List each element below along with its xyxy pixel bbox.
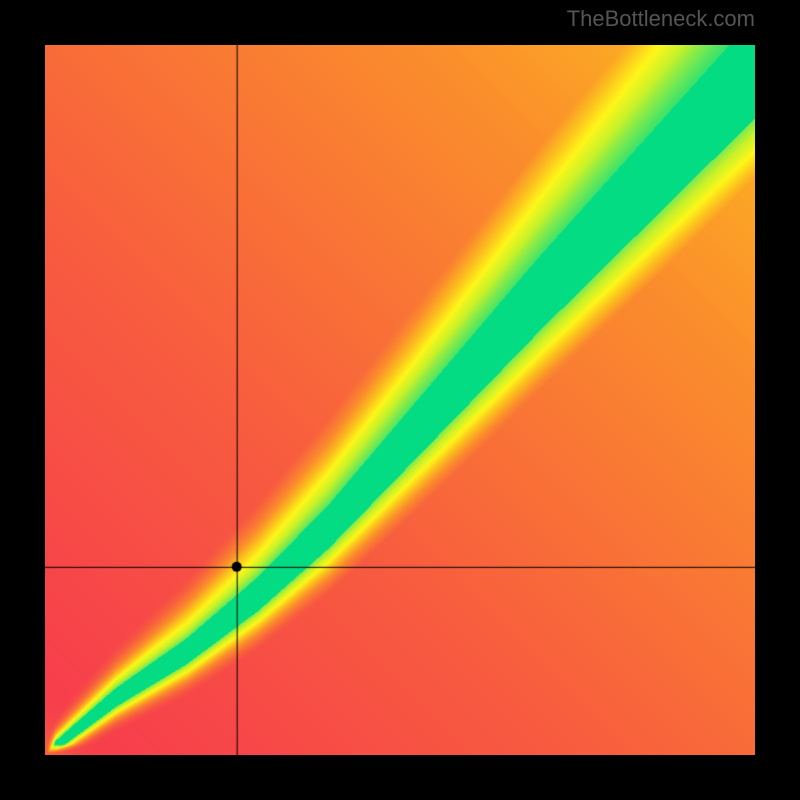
heatmap-plot [45,45,755,755]
watermark-text: TheBottleneck.com [567,6,755,32]
heatmap-canvas [45,45,755,755]
chart-stage: TheBottleneck.com [0,0,800,800]
